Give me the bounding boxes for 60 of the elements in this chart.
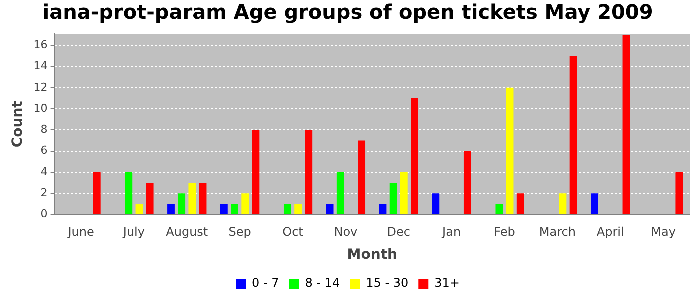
y-tick-label: 6	[40, 144, 48, 158]
bar	[516, 194, 524, 214]
bar	[379, 204, 387, 214]
x-tick-label: May	[651, 225, 676, 240]
x-tick-label: Nov	[334, 225, 358, 240]
bar	[591, 194, 598, 214]
bar	[570, 56, 578, 214]
x-tick-label: August	[166, 225, 208, 240]
bar	[146, 183, 154, 214]
x-tick-label: Feb	[494, 225, 516, 240]
bar	[231, 204, 238, 214]
bar	[358, 140, 366, 214]
x-axis-title: Month	[347, 247, 398, 264]
bar	[199, 183, 207, 214]
x-tick-label: April	[596, 225, 624, 240]
x-tick-label: Sep	[228, 225, 252, 240]
bar	[136, 204, 144, 214]
x-tick-label: Jan	[442, 225, 462, 240]
y-tick-label: 2	[40, 186, 48, 200]
bar	[506, 88, 514, 214]
y-tick-label: 16	[34, 38, 48, 52]
bar	[432, 194, 440, 214]
bar	[390, 183, 398, 214]
legend-label: 15 - 30	[366, 276, 409, 290]
x-tick-label: March	[539, 225, 576, 240]
y-tick-label: 12	[34, 80, 48, 94]
legend-label: 31+	[434, 276, 460, 290]
bar	[676, 172, 684, 214]
bar	[284, 204, 292, 214]
y-tick-label: 0	[40, 208, 48, 221]
bar	[305, 130, 313, 214]
chart-title: iana-prot-param Age groups of open tickets May 2009	[42, 0, 654, 24]
bar	[125, 172, 133, 214]
bar	[178, 194, 186, 214]
legend-label: 0 - 7	[252, 276, 280, 290]
bar	[252, 130, 260, 214]
y-axis-title: Count	[10, 100, 26, 148]
bar	[188, 183, 196, 214]
legend-label: 8 - 14	[305, 276, 340, 290]
y-tick-label: 10	[34, 102, 48, 115]
x-tick-label: June	[67, 225, 94, 240]
x-tick-label: Dec	[387, 225, 410, 240]
y-tick-label: 4	[40, 165, 48, 178]
y-tick-label: 14	[34, 60, 48, 73]
bar	[559, 194, 567, 214]
bar	[336, 172, 344, 214]
x-tick-label: Oct	[282, 225, 304, 240]
bar	[294, 204, 302, 214]
x-tick-label: July	[122, 225, 145, 240]
bar	[411, 98, 418, 214]
bar	[326, 204, 334, 214]
bar	[464, 151, 472, 214]
bar	[220, 204, 228, 214]
bar	[496, 204, 504, 214]
bar	[93, 172, 101, 214]
bar	[242, 194, 250, 214]
bar	[168, 204, 175, 214]
bar	[622, 35, 630, 214]
y-tick-label: 8	[40, 123, 48, 136]
bar	[400, 172, 408, 214]
